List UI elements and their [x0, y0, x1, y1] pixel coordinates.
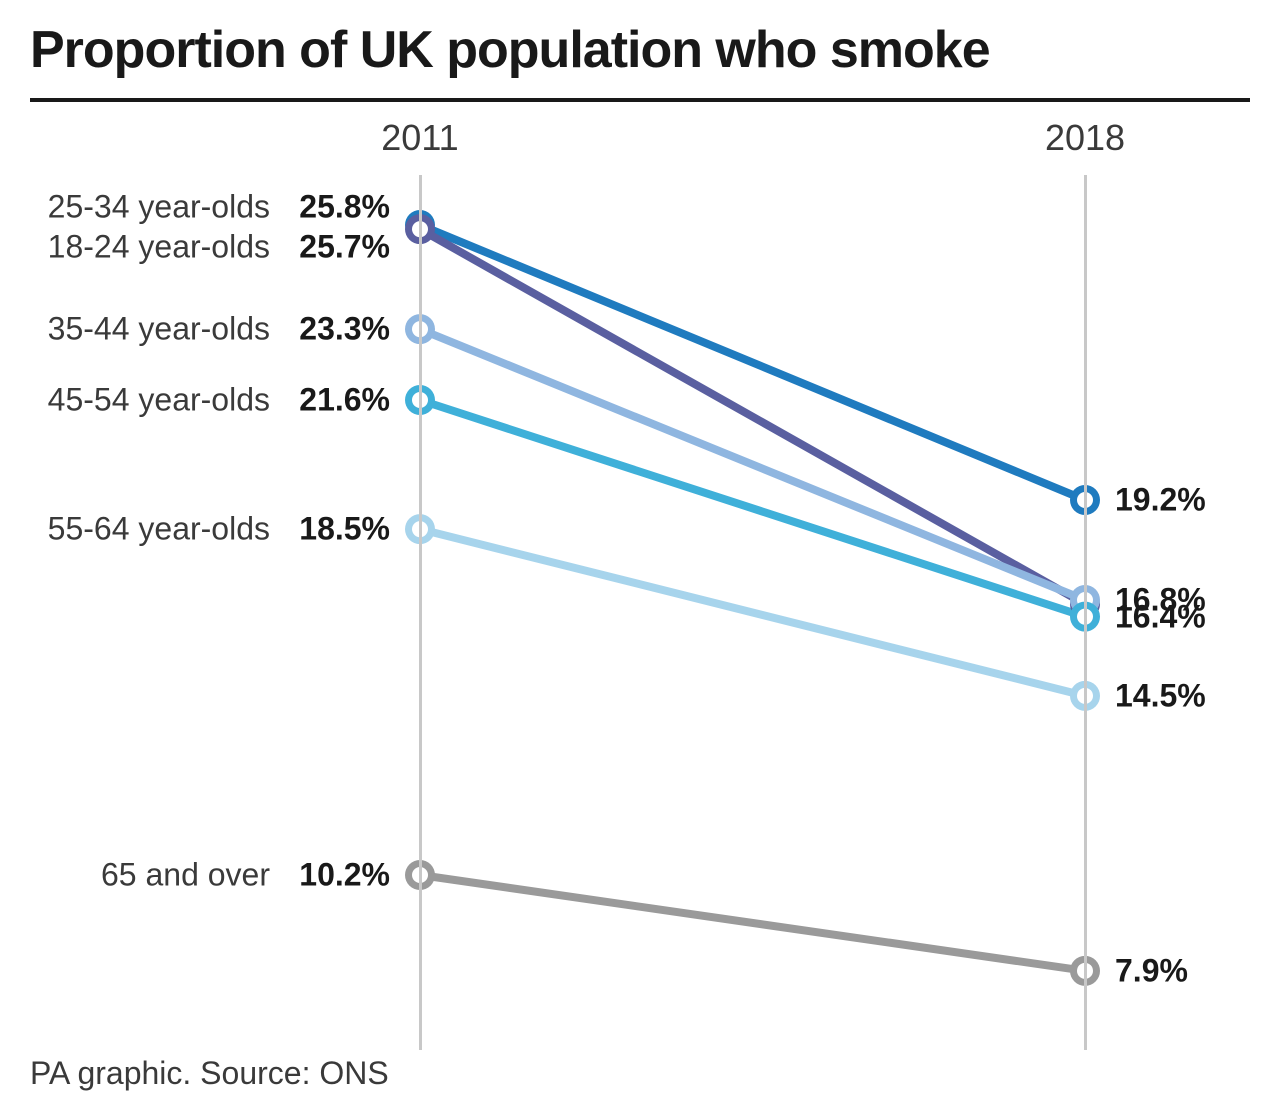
slope-line [420, 875, 1085, 971]
category-label: 55-64 year-olds [48, 511, 270, 548]
start-value-label: 10.2% [299, 857, 390, 894]
category-label: 65 and over [101, 857, 270, 894]
chart-title: Proportion of UK population who smoke [30, 20, 990, 80]
start-value-label: 25.7% [299, 229, 390, 266]
chart-footer: PA graphic. Source: ONS [30, 1055, 389, 1092]
chart-area: 2011 2018 25-34 year-olds 25.8% 19.2% 18-24 y… [0, 105, 1280, 1050]
year-label: 2018 [1045, 117, 1125, 159]
start-value-label: 21.6% [299, 382, 390, 419]
category-label: 35-44 year-olds [48, 311, 270, 348]
slope-line [420, 229, 1085, 604]
category-label: 18-24 year-olds [48, 229, 270, 266]
axis-left [419, 175, 422, 1050]
end-value-label: 14.5% [1115, 677, 1206, 714]
slope-line [420, 329, 1085, 600]
start-value-label: 25.8% [299, 189, 390, 226]
category-label: 25-34 year-olds [48, 189, 270, 226]
slope-line [420, 529, 1085, 696]
title-rule [30, 98, 1250, 102]
year-label: 2011 [381, 117, 458, 159]
category-label: 45-54 year-olds [48, 382, 270, 419]
axis-right [1084, 175, 1087, 1050]
end-value-label: 16.4% [1115, 598, 1206, 635]
end-value-label: 19.2% [1115, 482, 1206, 519]
chart-container: Proportion of UK population who smoke 20… [0, 0, 1280, 1108]
start-value-label: 23.3% [299, 311, 390, 348]
slope-line [420, 225, 1085, 500]
end-value-label: 7.9% [1115, 952, 1188, 989]
slope-line [420, 400, 1085, 617]
start-value-label: 18.5% [299, 511, 390, 548]
